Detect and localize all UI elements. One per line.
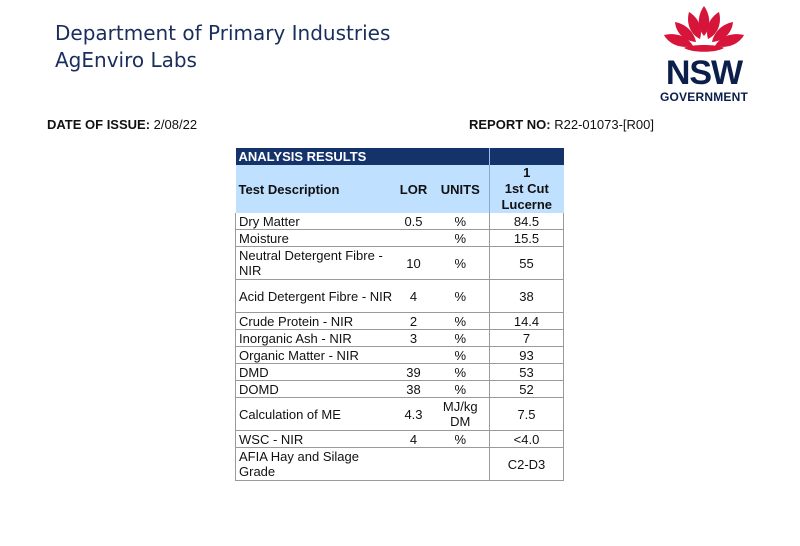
cell-lor: 4.3: [395, 397, 432, 431]
cell-units: %: [431, 312, 490, 330]
table-row: Inorganic Ash - NIR 3% 7: [235, 329, 564, 347]
cell-sample-value: 38: [489, 279, 564, 313]
cell-units: %: [431, 363, 490, 381]
cell-test-description: DOMD: [235, 380, 396, 398]
cell-test-description: Moisture: [235, 229, 396, 247]
cell-units: [431, 447, 490, 481]
cell-sample-value: 93: [489, 346, 564, 364]
cell-units: %: [431, 246, 490, 280]
cell-lor: [395, 346, 432, 364]
table-body: Dry Matter 0.5% 84.5 Moisture% 15.5 Neutral D…: [235, 213, 564, 481]
sample-number: 1: [523, 165, 531, 180]
org-lab-name: AgEnviro Labs: [55, 48, 197, 72]
cell-sample-value: 7: [489, 329, 564, 347]
sample-name-line2: Lucerne: [501, 197, 553, 212]
sample-name-line1: 1st Cut: [504, 181, 549, 196]
cell-test-description: Calculation of ME: [235, 397, 396, 431]
table-row: WSC - NIR 4% <4.0: [235, 430, 564, 448]
logo-nsw-text: NSW: [665, 54, 743, 92]
column-header-description: Test Description: [235, 165, 396, 213]
cell-test-description: Inorganic Ash - NIR: [235, 329, 396, 347]
cell-sample-value: 55: [489, 246, 564, 280]
column-header-sample: 1 1st Cut Lucerne: [489, 165, 564, 213]
cell-units: %: [431, 346, 490, 364]
table-row: Moisture% 15.5: [235, 229, 564, 247]
table-row: Organic Matter - NIR% 93: [235, 346, 564, 364]
report-number-value: R22-01073-[R00]: [554, 117, 654, 132]
cell-units: %: [431, 329, 490, 347]
cell-test-description: Organic Matter - NIR: [235, 346, 396, 364]
cell-units: MJ/kg DM: [431, 397, 490, 431]
cell-lor: 3: [395, 329, 432, 347]
table-row: DMD 39% 53: [235, 363, 564, 381]
waratah-flower-icon: [664, 6, 744, 52]
cell-test-description: Dry Matter: [235, 213, 396, 230]
organization-name: Department of Primary Industries AgEnvir…: [55, 20, 390, 74]
column-header-units: UNITS: [431, 165, 490, 213]
table-row: Dry Matter 0.5% 84.5: [235, 213, 564, 230]
cell-sample-value: 14.4: [489, 312, 564, 330]
cell-sample-value: C2-D3: [489, 447, 564, 481]
cell-units: %: [431, 279, 490, 313]
cell-test-description: AFIA Hay and Silage Grade: [235, 447, 396, 481]
table-title: ANALYSIS RESULTS: [235, 148, 490, 165]
cell-sample-value: 84.5: [489, 213, 564, 230]
cell-lor: [395, 447, 432, 481]
table-row: DOMD 38% 52: [235, 380, 564, 398]
cell-sample-value: <4.0: [489, 430, 564, 448]
cell-sample-value: 53: [489, 363, 564, 381]
cell-test-description: Acid Detergent Fibre - NIR: [235, 279, 396, 313]
table-row: Acid Detergent Fibre - NIR 4% 38: [235, 279, 564, 313]
cell-test-description: Neutral Detergent Fibre - NIR: [235, 246, 396, 280]
table-title-row: ANALYSIS RESULTS: [235, 148, 564, 165]
cell-units: %: [431, 380, 490, 398]
table-row: AFIA Hay and Silage Grade C2-D3: [235, 447, 564, 481]
cell-lor: [395, 229, 432, 247]
cell-lor: 4: [395, 279, 432, 313]
cell-sample-value: 52: [489, 380, 564, 398]
cell-sample-value: 15.5: [489, 229, 564, 247]
date-of-issue-value: 2/08/22: [153, 117, 198, 132]
org-department: Department of Primary Industries: [55, 21, 391, 45]
table-row: Crude Protein - NIR 2% 14.4: [235, 312, 564, 330]
cell-lor: 39: [395, 363, 432, 381]
cell-lor: 4: [395, 430, 432, 448]
cell-lor: 10: [395, 246, 432, 280]
cell-units: %: [431, 430, 490, 448]
table-title-spacer: [489, 148, 564, 165]
cell-test-description: DMD: [235, 363, 396, 381]
cell-units: %: [431, 229, 490, 247]
logo-government-text: GOVERNMENT: [659, 90, 748, 104]
cell-lor: 2: [395, 312, 432, 330]
report-number: REPORT NO: R22-01073-[R00]: [469, 117, 654, 132]
cell-test-description: WSC - NIR: [235, 430, 396, 448]
date-of-issue: DATE OF ISSUE: 2/08/22: [47, 117, 197, 132]
column-header-lor: LOR: [395, 165, 432, 213]
cell-units: %: [431, 213, 490, 230]
table-row: Calculation of ME 4.3 MJ/kg DM 7.5: [235, 397, 564, 431]
cell-test-description: Crude Protein - NIR: [235, 312, 396, 330]
cell-sample-value: 7.5: [489, 397, 564, 431]
date-of-issue-label: DATE OF ISSUE:: [47, 117, 151, 132]
cell-lor: 0.5: [395, 213, 432, 230]
nsw-government-logo: NSW GOVERNMENT: [648, 4, 760, 106]
table-header-row: Test Description LOR UNITS 1 1st Cut Luc…: [235, 165, 564, 213]
cell-lor: 38: [395, 380, 432, 398]
analysis-results-table: ANALYSIS RESULTS Test Description LOR UN…: [235, 148, 564, 481]
report-number-label: REPORT NO:: [469, 117, 551, 132]
table-row: Neutral Detergent Fibre - NIR 10% 55: [235, 246, 564, 280]
